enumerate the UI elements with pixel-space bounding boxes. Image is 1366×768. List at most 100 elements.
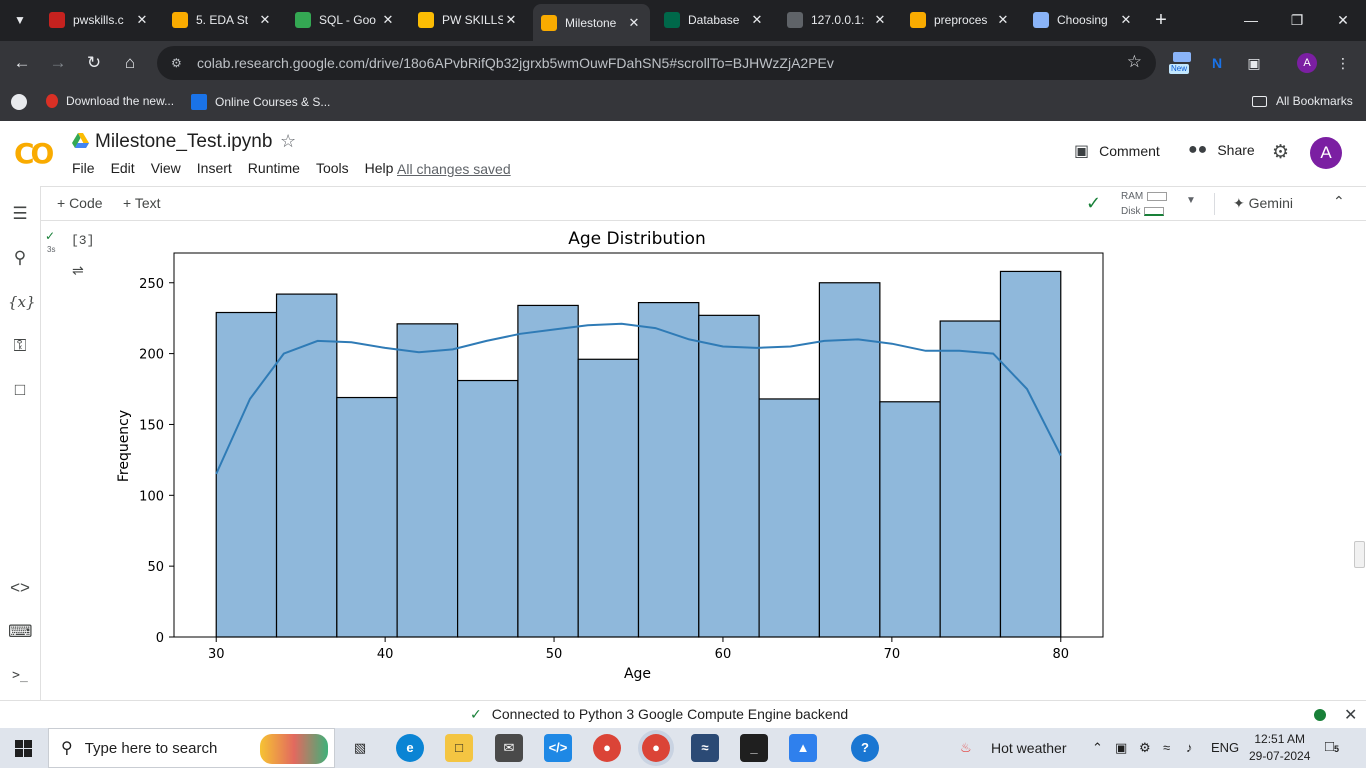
code-snippets-icon[interactable]: <>	[10, 578, 30, 597]
tab-close-icon[interactable]: ✕	[259, 12, 271, 27]
share-button[interactable]: ●● Share	[1188, 141, 1255, 159]
table-of-contents-icon[interactable]: ☰	[12, 204, 28, 223]
menu-edit[interactable]: Edit	[110, 160, 135, 176]
browser-tab[interactable]: pwskills.c ✕	[41, 6, 158, 34]
resource-monitor[interactable]: RAM Disk	[1121, 189, 1168, 219]
notebook-title[interactable]: Milestone_Test.ipynb	[95, 131, 273, 152]
browser-tab[interactable]: preproces ✕	[902, 6, 1019, 34]
connected-check-icon[interactable]: ✓	[1086, 193, 1102, 213]
photos-icon[interactable]: ▲	[789, 734, 817, 762]
home-button[interactable]: ⌂	[124, 53, 136, 72]
notifications-icon[interactable]: □ 5	[1325, 738, 1340, 755]
tray-overflow-chevron-icon[interactable]: ⌃	[1092, 740, 1103, 755]
tab-close-icon[interactable]: ✕	[997, 12, 1009, 27]
bookmark-online-courses[interactable]: Online Courses & S...	[191, 94, 330, 110]
command-palette-icon[interactable]: ⌨	[8, 622, 33, 641]
search-icon[interactable]: ⚲	[13, 248, 27, 267]
google-drive-icon[interactable]	[72, 133, 89, 148]
tab-search-chevron-icon[interactable]: ▼	[14, 13, 26, 27]
tab-close-icon[interactable]: ✕	[136, 12, 148, 27]
weather-icon[interactable]: ♨	[960, 740, 972, 755]
close-status-icon[interactable]: ✕	[1344, 707, 1358, 724]
restore-button[interactable]: ❐	[1290, 12, 1304, 28]
wifi-icon[interactable]: ≈	[1163, 740, 1171, 755]
variables-icon[interactable]: {x}	[8, 293, 36, 311]
menu-tools[interactable]: Tools	[315, 160, 349, 176]
profile-avatar[interactable]: A	[1297, 53, 1317, 73]
browser-tab[interactable]: Choosing ✕	[1025, 6, 1142, 34]
comment-button[interactable]: ▣ Comment	[1074, 141, 1160, 161]
star-icon[interactable]: ☆	[280, 131, 297, 151]
menu-help[interactable]: Help	[364, 160, 394, 176]
file-explorer-icon[interactable]: □	[445, 734, 473, 762]
mail-icon[interactable]: ✉	[495, 734, 523, 762]
extension-n-icon[interactable]: N	[1211, 55, 1223, 71]
volume-icon[interactable]: ♪	[1186, 740, 1193, 755]
user-avatar[interactable]: A	[1310, 137, 1342, 169]
vscode-icon[interactable]: </>	[544, 734, 572, 762]
save-status[interactable]: All changes saved	[397, 161, 511, 177]
all-bookmarks[interactable]: All Bookmarks	[1252, 94, 1353, 108]
add-text-button[interactable]: + Text	[123, 195, 161, 211]
minimize-button[interactable]: —	[1244, 12, 1258, 28]
reload-button[interactable]: ↻	[86, 53, 102, 72]
browser-tab[interactable]: 5. EDA St ✕	[164, 6, 281, 34]
tab-close-icon[interactable]: ✕	[505, 12, 517, 27]
tab-close-icon[interactable]: ✕	[751, 12, 763, 27]
apps-icon[interactable]	[11, 94, 27, 110]
runtime-dropdown-icon[interactable]: ▼	[1186, 195, 1196, 206]
chrome-active-icon[interactable]: ●	[642, 734, 670, 762]
tab-close-icon[interactable]: ✕	[1120, 12, 1132, 27]
task-view-icon[interactable]: ▧	[353, 740, 367, 755]
colab-logo[interactable]: CO	[14, 137, 54, 170]
close-window-button[interactable]: ✕	[1337, 12, 1349, 28]
windows-start-icon[interactable]	[15, 740, 32, 757]
back-button[interactable]: ←	[13, 53, 31, 72]
omnibox[interactable]: ⚙ colab.research.google.com/drive/18o6AP…	[157, 46, 1156, 80]
menu-runtime[interactable]: Runtime	[247, 160, 300, 176]
tab-close-icon[interactable]: ✕	[874, 12, 886, 27]
terminal-icon[interactable]: >_	[12, 668, 28, 683]
menu-insert[interactable]: Insert	[196, 160, 232, 176]
language-indicator[interactable]: ENG	[1211, 740, 1240, 755]
output-actions-icon[interactable]: ⇌	[72, 262, 84, 278]
tray-app-icon[interactable]: ▣	[1115, 740, 1128, 755]
files-folder-icon[interactable]: □	[14, 380, 26, 399]
tab-close-icon[interactable]: ✕	[382, 12, 394, 27]
bookmark-download[interactable]: Download the new...	[46, 94, 174, 108]
forward-button[interactable]: →	[49, 53, 67, 72]
settings-gear-icon[interactable]: ⚙	[1272, 142, 1290, 163]
help-icon[interactable]: ?	[851, 734, 879, 762]
gemini-button[interactable]: ✦ Gemini	[1233, 195, 1293, 212]
menu-file[interactable]: File	[72, 160, 95, 176]
weather-text[interactable]: Hot weather	[991, 740, 1067, 756]
menu-view[interactable]: View	[150, 160, 181, 176]
browser-tab[interactable]: Milestone ✕	[533, 4, 650, 41]
site-info-icon[interactable]: ⚙	[171, 56, 182, 70]
extensions-puzzle-icon[interactable]: ▣	[1247, 55, 1261, 71]
add-code-button[interactable]: + Code	[57, 195, 103, 211]
edge-icon[interactable]: e	[396, 734, 424, 762]
new-tab-button[interactable]: +	[1155, 9, 1167, 31]
taskbar-search[interactable]: ⚲ Type here to search	[48, 728, 335, 768]
clock[interactable]: 12:51 AM 29-07-2024	[1249, 731, 1310, 765]
chrome-icon[interactable]: ●	[593, 734, 621, 762]
browser-menu-icon[interactable]: ⋮	[1336, 55, 1350, 71]
bookmark-star-icon[interactable]: ☆	[1126, 52, 1142, 71]
left-rail: ☰ ⚲ {x} ⚿ □ <> ⌨ >_	[0, 186, 41, 700]
collapse-header-chevron-icon[interactable]: ⌃	[1333, 193, 1345, 209]
terminal-app-icon[interactable]: _	[740, 734, 768, 762]
browser-tab[interactable]: Database ✕	[656, 6, 773, 34]
mysql-workbench-icon[interactable]: ≈	[691, 734, 719, 762]
secrets-key-icon[interactable]: ⚿	[13, 336, 27, 355]
cell-run-check-icon[interactable]: ✓	[45, 229, 56, 243]
tab-close-icon[interactable]: ✕	[628, 14, 640, 30]
tray-settings-icon[interactable]: ⚙	[1139, 740, 1151, 755]
browser-tab[interactable]: SQL - Goo ✕	[287, 6, 404, 34]
runtime-status-dot[interactable]	[1314, 709, 1326, 721]
notebook-scrollbar[interactable]	[1354, 541, 1365, 568]
browser-tab[interactable]: PW SKILLS ✕	[410, 6, 527, 34]
cell-execution-count[interactable]: [3]	[71, 233, 95, 248]
browser-tab[interactable]: 127.0.0.1: ✕	[779, 6, 896, 34]
new-feature-icon[interactable]: New	[1168, 50, 1196, 76]
